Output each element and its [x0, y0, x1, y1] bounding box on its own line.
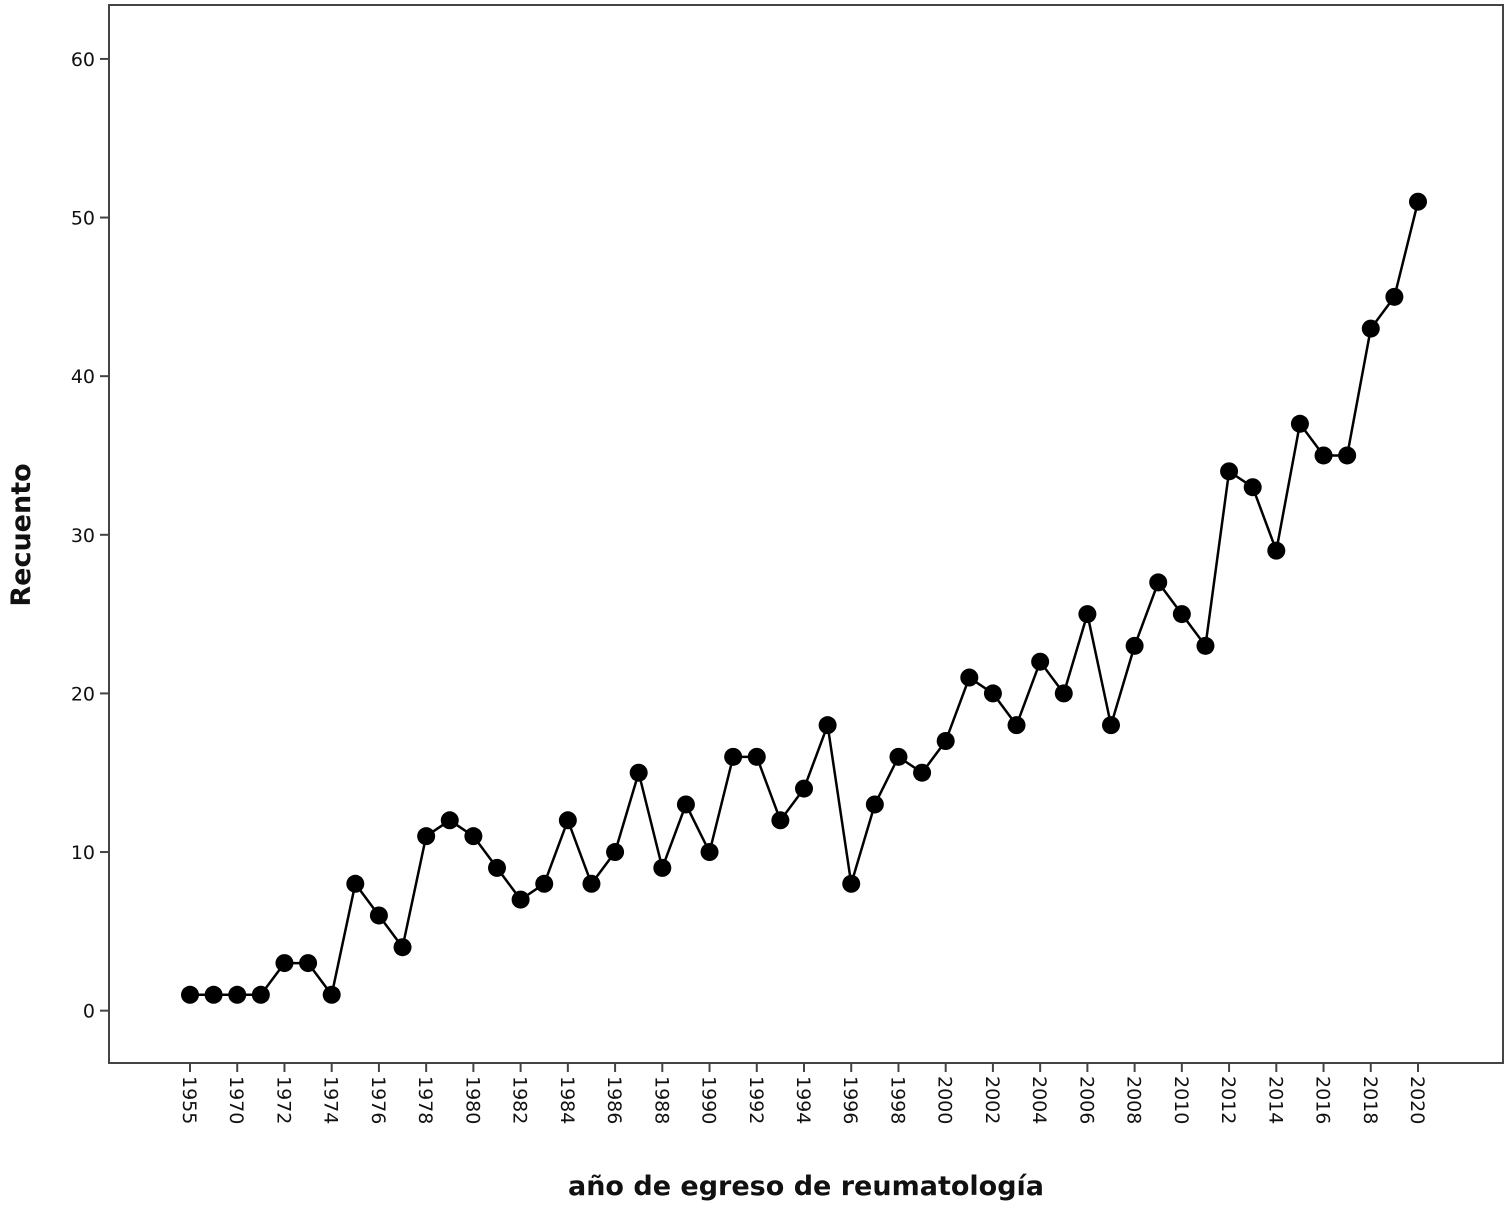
point — [1031, 652, 1050, 671]
x-tick-label: 2016 — [1312, 1076, 1334, 1124]
point — [771, 811, 790, 830]
point — [582, 874, 601, 893]
y-tick-label: 40 — [71, 366, 95, 388]
point — [606, 843, 625, 862]
point — [1054, 684, 1073, 703]
point — [889, 747, 908, 766]
x-tick-label: 1980 — [461, 1076, 483, 1124]
x-tick-label: 1972 — [272, 1076, 294, 1124]
y-tick-label: 30 — [71, 525, 95, 547]
y-axis-title: Recuento — [6, 463, 37, 606]
y-tick-label: 0 — [83, 1001, 95, 1023]
x-axis-title: año de egreso de reumatología — [568, 1171, 1044, 1202]
x-tick-label: 2000 — [934, 1076, 956, 1124]
point — [535, 874, 554, 893]
point — [1078, 605, 1097, 624]
point — [464, 827, 483, 846]
point — [488, 858, 506, 877]
point — [228, 985, 247, 1004]
point — [369, 906, 388, 925]
point — [181, 985, 199, 1004]
x-tick-label: 2002 — [981, 1076, 1003, 1124]
point — [322, 985, 341, 1004]
plot-frame — [108, 4, 1504, 1064]
point — [1149, 573, 1168, 592]
x-tick-label: 2008 — [1123, 1076, 1145, 1124]
point — [653, 858, 672, 877]
x-tick-label: 2010 — [1170, 1076, 1192, 1124]
point — [1172, 605, 1191, 624]
point — [913, 763, 932, 782]
y-tick-label: 10 — [71, 842, 95, 864]
point — [1125, 636, 1144, 655]
x-tick-label: 1984 — [556, 1076, 578, 1124]
point — [1007, 716, 1026, 735]
point — [346, 874, 365, 893]
point — [299, 954, 318, 973]
x-tick-label: 1986 — [603, 1076, 625, 1124]
point — [1385, 287, 1404, 306]
y-tick-label: 60 — [71, 49, 95, 71]
x-tick-label: 1998 — [886, 1076, 908, 1124]
x-tick-label: 1978 — [414, 1076, 436, 1124]
x-tick-label: 2018 — [1359, 1076, 1381, 1124]
x-tick-label: 2006 — [1075, 1076, 1097, 1124]
point — [1102, 716, 1120, 735]
point — [747, 747, 766, 766]
point — [818, 716, 837, 735]
x-tick-label: 1996 — [839, 1076, 861, 1124]
point — [865, 795, 884, 814]
point — [842, 874, 861, 893]
point — [1196, 636, 1215, 655]
y-tick-label: 20 — [71, 683, 95, 705]
point — [795, 779, 813, 798]
point — [251, 985, 270, 1004]
point — [960, 668, 979, 687]
x-tick-label: 1955 — [178, 1076, 200, 1124]
point — [724, 747, 743, 766]
point — [511, 890, 530, 909]
point — [1220, 462, 1239, 481]
x-tick-label: 2014 — [1264, 1076, 1286, 1124]
point — [1338, 446, 1357, 465]
point — [1361, 319, 1380, 338]
point — [629, 763, 648, 782]
x-tick-label: 2004 — [1028, 1076, 1050, 1124]
point — [1290, 414, 1309, 433]
x-tick-label: 2020 — [1406, 1076, 1428, 1124]
x-tick-label: 1994 — [792, 1076, 814, 1124]
point — [1314, 446, 1333, 465]
point — [393, 938, 412, 957]
point — [983, 684, 1002, 703]
point — [1409, 192, 1427, 211]
x-tick-label: 1976 — [367, 1076, 389, 1124]
point — [558, 811, 577, 830]
point — [676, 795, 695, 814]
point — [700, 843, 719, 862]
x-tick-label: 1988 — [650, 1076, 672, 1124]
point — [1243, 478, 1262, 497]
point — [1267, 541, 1286, 560]
x-tick-label: 1970 — [225, 1076, 247, 1124]
x-tick-label: 1974 — [320, 1076, 342, 1124]
point — [204, 985, 223, 1004]
point — [440, 811, 459, 830]
point — [417, 827, 436, 846]
point — [275, 954, 294, 973]
y-tick-label: 50 — [71, 208, 95, 230]
x-tick-label: 1992 — [745, 1076, 767, 1124]
point — [936, 732, 955, 750]
x-tick-label: 1982 — [509, 1076, 531, 1124]
x-tick-label: 1990 — [698, 1076, 720, 1124]
x-tick-label: 2012 — [1217, 1076, 1239, 1124]
